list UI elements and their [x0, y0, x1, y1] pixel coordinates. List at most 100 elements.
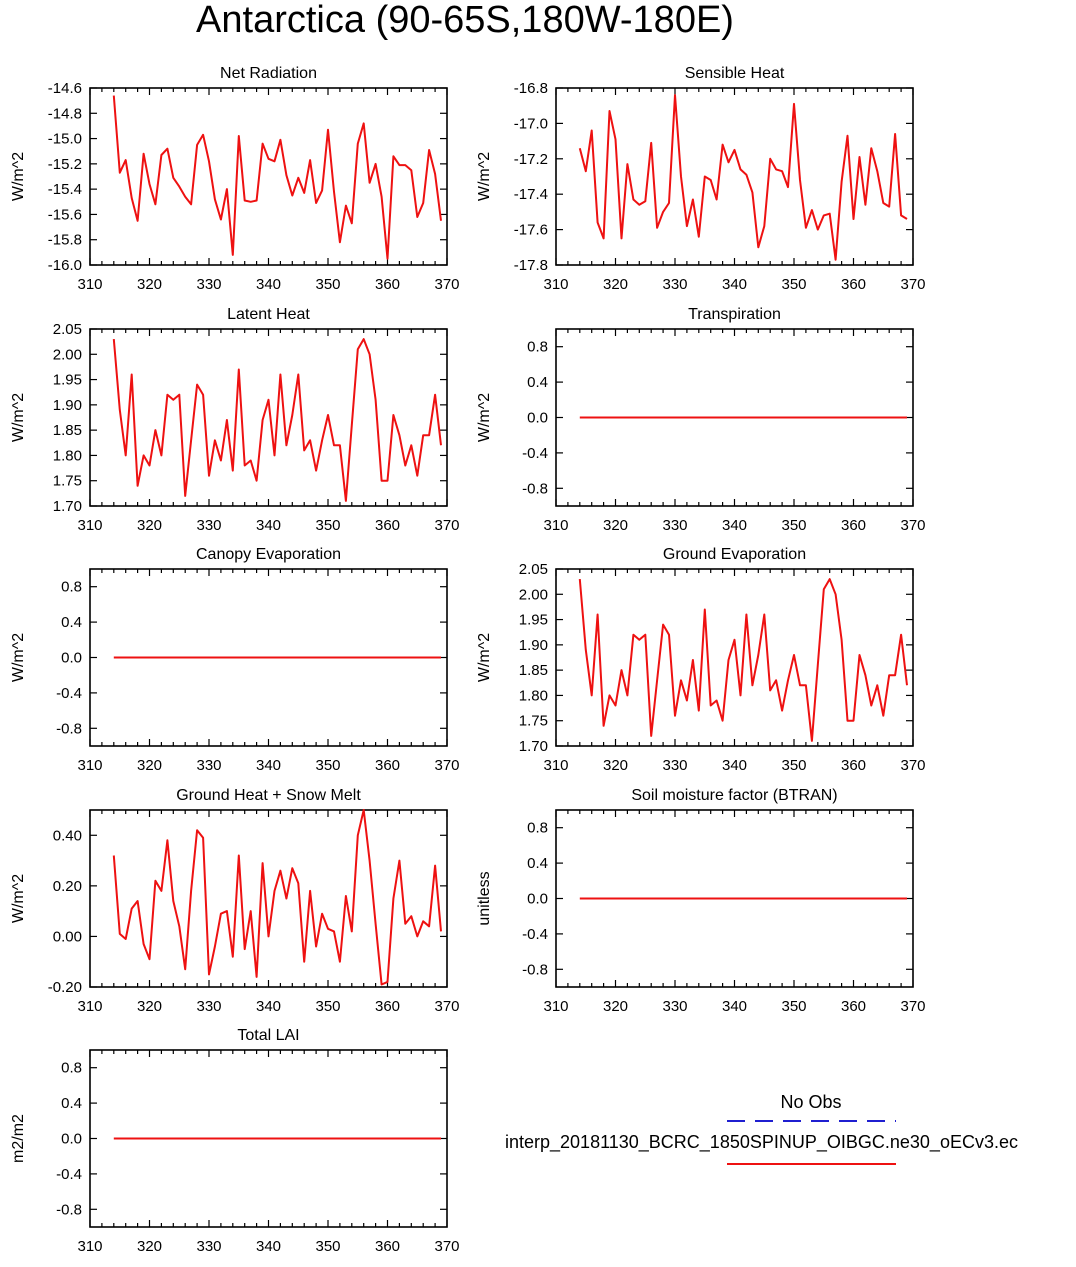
y-tick-label: -15.6 [48, 206, 82, 223]
y-tick-label: 0.8 [527, 820, 548, 837]
y-tick-label: -15.2 [48, 156, 82, 173]
y-tick-label: 1.85 [519, 662, 548, 679]
y-tick-label: 2.05 [53, 321, 82, 338]
y-tick-label: -15.4 [48, 181, 82, 198]
x-tick-label: 340 [722, 757, 747, 774]
series-line [578, 94, 908, 261]
x-tick-label: 340 [722, 276, 747, 293]
series-line [112, 338, 442, 502]
x-tick-label: 370 [434, 998, 459, 1015]
y-tick-label: 0.8 [61, 579, 82, 596]
y-tick-label: -14.6 [48, 80, 82, 97]
x-tick-label: 330 [196, 998, 221, 1015]
x-tick-label: 370 [434, 276, 459, 293]
x-tick-label: 330 [196, 1238, 221, 1255]
x-tick-label: 330 [662, 998, 687, 1015]
y-tick-label: -0.20 [48, 979, 82, 996]
y-tick-label: 0.0 [61, 1131, 82, 1148]
y-tick-label: 0.0 [527, 410, 548, 427]
y-tick-label: 2.05 [519, 561, 548, 578]
panel-title: Latent Heat [227, 306, 310, 323]
panel-5: Canopy Evaporation W/m^2 310 320 330 340 350 36… [10, 546, 460, 774]
panel-8: Soil moisture factor (BTRAN) unitless 310 3… [476, 787, 926, 1015]
y-tick-label: 0.00 [53, 928, 82, 945]
y-axis-label: W/m^2 [10, 393, 27, 442]
x-tick-label: 370 [434, 517, 459, 534]
y-tick-label: 0.0 [527, 891, 548, 908]
x-tick-label: 370 [900, 757, 925, 774]
x-tick-label: 310 [77, 517, 102, 534]
x-tick-label: 330 [196, 757, 221, 774]
y-tick-label: 1.70 [53, 498, 82, 515]
x-tick-label: 350 [315, 517, 340, 534]
y-tick-label: -0.8 [56, 720, 82, 737]
x-tick-label: 340 [256, 998, 281, 1015]
y-tick-label: -15.8 [48, 232, 82, 249]
panel-9: Total LAI m2/m2 310 320 330 340 350 360 370 0.8 0.… [10, 1027, 460, 1255]
x-tick-label: 370 [900, 998, 925, 1015]
y-tick-label: -0.4 [56, 1166, 82, 1183]
y-tick-label: 0.4 [527, 374, 548, 391]
y-tick-label: -0.4 [522, 926, 548, 943]
y-tick-label: -0.4 [522, 445, 548, 462]
y-tick-label: 0.8 [527, 339, 548, 356]
y-axis-label: W/m^2 [10, 152, 27, 201]
plot-frame [89, 87, 448, 266]
y-axis-label: W/m^2 [476, 152, 493, 201]
x-tick-label: 370 [434, 1238, 459, 1255]
y-tick-label: 2.00 [53, 346, 82, 363]
x-tick-label: 340 [256, 276, 281, 293]
panel-title: Canopy Evaporation [196, 546, 341, 563]
panel-6: Ground Evaporation W/m^2 310 320 330 340 350 36… [476, 546, 926, 774]
y-tick-label: -14.8 [48, 105, 82, 122]
x-tick-label: 370 [434, 757, 459, 774]
y-axis-label: W/m^2 [476, 393, 493, 442]
x-tick-label: 310 [77, 276, 102, 293]
y-tick-label: -17.6 [514, 222, 548, 239]
panel-3: Latent Heat W/m^2 310 320 330 340 350 360 370 2.0… [10, 306, 460, 534]
y-tick-label: 1.90 [53, 397, 82, 414]
x-tick-label: 360 [375, 517, 400, 534]
y-tick-label: -17.4 [514, 186, 548, 203]
panel-title: Ground Heat + Snow Melt [176, 787, 361, 804]
x-tick-label: 350 [781, 998, 806, 1015]
series-line [112, 809, 442, 986]
y-tick-label: -16.0 [48, 257, 82, 274]
panel-title: Sensible Heat [685, 65, 785, 82]
x-tick-label: 320 [137, 998, 162, 1015]
y-axis-label: m2/m2 [10, 1114, 27, 1163]
y-tick-label: 1.75 [519, 713, 548, 730]
x-tick-label: 330 [662, 517, 687, 534]
x-tick-label: 360 [841, 517, 866, 534]
x-tick-label: 360 [375, 276, 400, 293]
x-tick-label: 370 [900, 276, 925, 293]
y-tick-label: 0.4 [61, 1095, 82, 1112]
y-axis-label: W/m^2 [10, 874, 27, 923]
y-tick-label: 1.90 [519, 637, 548, 654]
y-tick-label: 0.0 [61, 650, 82, 667]
x-tick-label: 330 [662, 276, 687, 293]
x-tick-label: 360 [375, 998, 400, 1015]
legend: No Obs interp_20181130_BCRC_1850SPINUP_O… [505, 1092, 1018, 1165]
x-tick-label: 320 [603, 517, 628, 534]
x-tick-label: 310 [543, 276, 568, 293]
x-tick-label: 310 [543, 757, 568, 774]
x-tick-label: 350 [315, 757, 340, 774]
y-tick-label: 2.00 [519, 586, 548, 603]
legend-obs-label: No Obs [780, 1092, 841, 1112]
panel-title: Total LAI [237, 1027, 299, 1044]
x-tick-label: 330 [196, 276, 221, 293]
x-tick-label: 340 [256, 757, 281, 774]
x-tick-label: 320 [603, 998, 628, 1015]
y-axis-label: W/m^2 [10, 633, 27, 682]
x-tick-label: 310 [543, 517, 568, 534]
panel-title: Ground Evaporation [663, 546, 806, 563]
x-tick-label: 350 [781, 757, 806, 774]
panel-title: Transpiration [688, 306, 781, 323]
y-tick-label: 1.80 [519, 687, 548, 704]
x-tick-label: 350 [315, 1238, 340, 1255]
x-tick-label: 310 [77, 1238, 102, 1255]
y-tick-label: 1.70 [519, 738, 548, 755]
